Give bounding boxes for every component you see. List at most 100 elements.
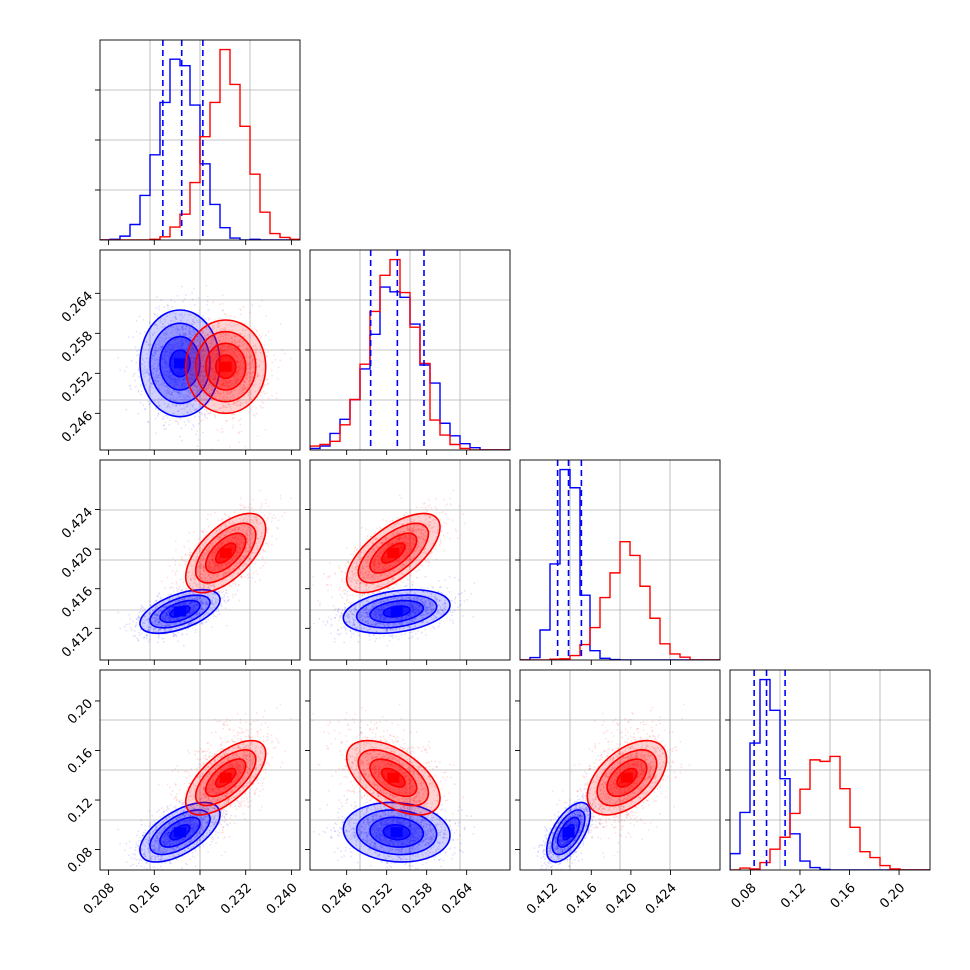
sample-point — [247, 368, 250, 370]
sample-point — [179, 344, 182, 347]
sample-point — [225, 345, 227, 348]
sample-point — [220, 542, 223, 545]
sample-point — [213, 327, 216, 330]
sample-point — [202, 602, 204, 605]
sample-point — [202, 378, 205, 381]
sample-point — [216, 535, 219, 538]
sample-point — [207, 381, 210, 384]
sample-point — [207, 613, 210, 615]
sample-point — [156, 349, 159, 352]
histogram-series-0 — [100, 58, 300, 240]
sample-point — [259, 522, 262, 524]
sample-point — [224, 572, 227, 574]
sample-point — [146, 371, 149, 374]
sample-point — [167, 610, 170, 613]
sample-point — [236, 549, 239, 552]
sample-point — [211, 358, 214, 361]
sample-point — [181, 403, 183, 406]
sample-point — [179, 319, 182, 322]
sample-point — [237, 533, 240, 536]
sample-point — [251, 358, 254, 361]
sample-point — [201, 371, 203, 374]
sample-point — [195, 598, 198, 601]
sample-point — [219, 395, 222, 398]
sample-point — [204, 577, 207, 580]
sample-point — [226, 381, 229, 384]
sample-point — [196, 387, 199, 390]
sample-point — [210, 374, 213, 377]
sample-point — [254, 414, 257, 417]
sample-point — [162, 424, 165, 427]
sample-point — [162, 613, 164, 615]
sample-point — [198, 374, 201, 377]
sample-point — [145, 633, 148, 636]
sample-point — [194, 337, 197, 340]
sample-point — [249, 527, 252, 530]
sample-point — [230, 561, 233, 563]
sample-point — [157, 397, 160, 400]
sample-point — [166, 375, 169, 378]
sample-point — [156, 614, 159, 617]
sample-point — [226, 350, 229, 353]
sample-point — [212, 559, 214, 561]
sample-point — [196, 385, 199, 388]
sample-point — [183, 602, 186, 605]
sample-point — [199, 343, 202, 346]
sample-point — [202, 366, 205, 369]
sample-point — [213, 592, 216, 595]
sample-point — [228, 393, 231, 395]
sample-point — [167, 376, 170, 379]
sample-point — [189, 351, 192, 354]
sample-point — [190, 605, 193, 608]
sample-point — [212, 540, 215, 543]
sample-point — [167, 356, 170, 359]
sample-point — [220, 377, 222, 380]
sample-point — [192, 606, 195, 609]
sample-point — [229, 396, 232, 399]
sample-point — [148, 321, 151, 324]
sample-point — [210, 566, 213, 569]
sample-point — [260, 335, 263, 338]
sample-point — [261, 505, 264, 507]
sample-point — [168, 624, 171, 627]
sample-point — [225, 589, 228, 591]
sample-point — [166, 604, 169, 607]
sample-point — [239, 313, 242, 316]
sample-point — [235, 556, 238, 559]
sample-point — [195, 340, 198, 343]
sample-point — [146, 619, 149, 621]
sample-point — [167, 376, 170, 379]
sample-point — [226, 396, 229, 399]
sample-point — [192, 323, 194, 326]
sample-point — [225, 540, 228, 542]
sample-point — [210, 599, 213, 602]
sample-point — [244, 549, 246, 552]
sample-point — [232, 426, 234, 429]
sample-point — [191, 346, 194, 349]
sample-point — [222, 383, 225, 385]
sample-point — [193, 408, 196, 411]
sample-point — [239, 368, 241, 371]
sample-point — [197, 335, 200, 338]
sample-point — [193, 385, 195, 388]
sample-point — [205, 398, 208, 401]
sample-point — [249, 529, 251, 532]
sample-point — [222, 383, 225, 385]
sample-point — [235, 335, 237, 338]
sample-point — [147, 640, 150, 643]
sample-point — [195, 613, 198, 616]
sample-point — [239, 375, 242, 378]
sample-point — [205, 603, 208, 606]
sample-point — [184, 333, 187, 336]
sample-point — [140, 363, 143, 366]
sample-point — [215, 390, 218, 393]
sample-point — [224, 348, 227, 351]
sample-point — [217, 382, 220, 385]
sample-point — [208, 331, 211, 334]
sample-point — [178, 313, 181, 316]
sample-point — [205, 576, 208, 579]
sample-point — [223, 406, 226, 408]
sample-point — [175, 338, 177, 340]
sample-point — [153, 390, 156, 393]
sample-point — [176, 600, 179, 603]
